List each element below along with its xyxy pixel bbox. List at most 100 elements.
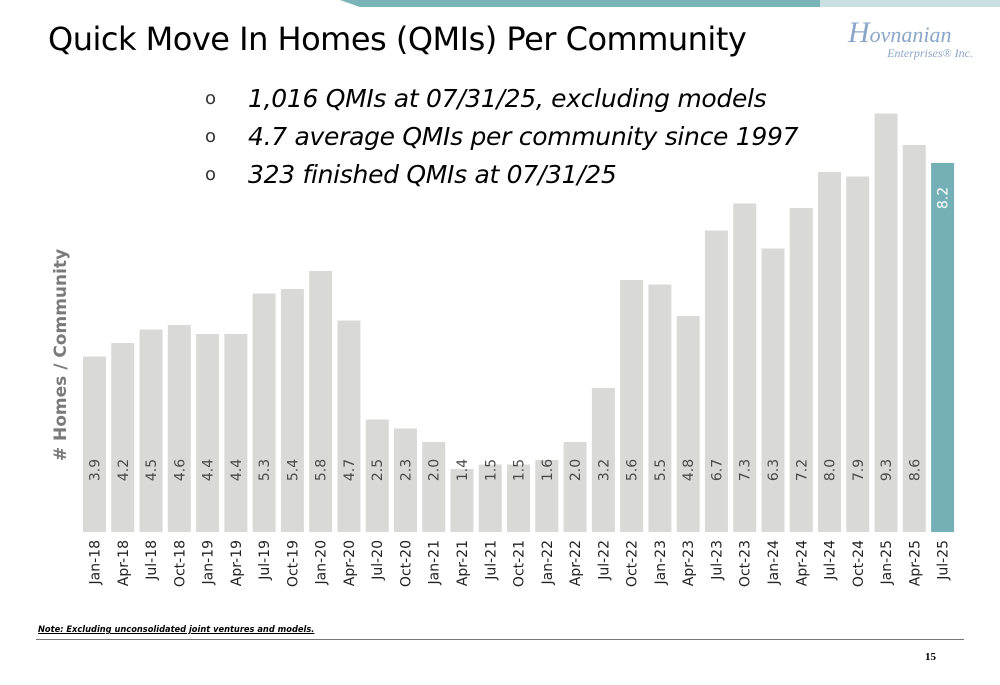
bar-jul-18 [139,329,163,532]
x-tick-labels-group: Jan-18 Apr-18 Jul-18 Oct-18 Jan-19 Apr-19 Jul-… [88,540,952,587]
key-stats-list: o 1,016 QMIs at 07/31/25, excluding model… [205,80,799,194]
x-tick-label: Jan-18 [88,540,104,585]
bar-jul-24 [818,172,842,532]
data-label: 1.5 [512,459,528,481]
data-label: 7.3 [738,459,754,481]
bar-apr-20 [337,320,361,532]
x-tick-label: Jan-19 [201,540,217,585]
data-label: 4.8 [681,459,697,481]
bar-oct-19 [280,289,304,532]
bar-apr-21 [450,469,474,532]
bar-jan-23 [648,284,672,532]
key-stat-item: o 4.7 average QMIs per community since 19… [205,118,799,156]
x-tick-label: Apr-21 [455,540,471,586]
x-tick-label: Oct-21 [512,540,528,587]
bar-apr-18 [111,343,135,532]
data-label: 4.6 [172,459,188,481]
data-labels-group: 3.9 4.2 4.5 4.6 4.4 4.4 5.3 5.4 5.8 4.7 2.5 2.3 2.0 1… [88,187,952,481]
data-label: 4.4 [201,459,217,481]
data-label: 4.2 [116,459,132,481]
data-label: 5.6 [625,459,641,481]
data-label: 9.3 [879,459,895,481]
top-accent-bar-light [820,0,1000,7]
company-logo: Hovnanian Enterprises® Inc. [848,16,973,62]
x-tick-label: Jul-22 [596,540,612,581]
x-tick-label: Jan-25 [879,540,895,585]
data-label: 1.5 [483,459,499,481]
x-tick-label: Oct-23 [738,540,754,587]
data-label: 5.4 [285,459,301,481]
data-label: 8.6 [907,459,923,481]
x-tick-label: Jul-25 [936,540,952,581]
x-tick-label: Oct-18 [172,540,188,587]
data-label: 6.7 [709,459,725,481]
data-label: 6.3 [766,459,782,481]
bar-jan-25 [874,113,898,532]
bar-jul-23 [704,230,728,532]
x-tick-label: Jul-19 [257,540,273,581]
x-tick-label: Apr-20 [342,540,358,586]
x-tick-label: Jan-23 [653,540,669,585]
bar-oct-22 [620,280,644,532]
bullet-circle-icon: o [205,126,216,147]
x-tick-label: Apr-23 [681,540,697,586]
data-label: 4.7 [342,459,358,481]
data-label: 5.3 [257,459,273,481]
bar-jul-21 [478,464,502,532]
logo-subtitle: Enterprises® Inc. [887,46,973,60]
bar-jan-18 [83,356,106,532]
bar-apr-22 [563,442,587,532]
bar-oct-20 [393,428,417,532]
key-stat-text: 4.7 average QMIs per community since 199… [248,122,799,151]
bar-jul-25 [931,163,955,532]
top-accent-bar [340,0,1000,7]
bars-group [83,113,955,532]
x-tick-label: Apr-22 [568,540,584,586]
bar-oct-24 [846,176,870,532]
x-tick-label: Jul-20 [370,540,386,581]
x-tick-label: Apr-25 [907,540,923,586]
x-tick-label: Jul-18 [144,540,160,581]
data-label: 2.3 [398,459,414,481]
logo-wordmark: Hovnanian [848,16,952,49]
data-label: 3.9 [88,459,104,481]
data-label: 2.5 [370,459,386,481]
bar-jan-21 [422,442,446,532]
x-tick-label: Jul-23 [709,540,725,581]
bar-apr-19 [224,334,248,532]
key-stat-text: 1,016 QMIs at 07/31/25, excluding models [248,84,767,113]
page-title: Quick Move In Homes (QMIs) Per Community [48,20,747,58]
bar-oct-23 [733,203,757,532]
bar-jul-22 [591,388,615,532]
data-label: 5.8 [314,459,330,481]
key-stat-item: o 1,016 QMIs at 07/31/25, excluding model… [205,80,798,118]
data-label: 2.0 [568,459,584,481]
bar-apr-24 [789,208,813,532]
data-label: 8.0 [823,459,839,481]
y-axis-label: # Homes / Community [51,249,71,461]
x-tick-label: Jul-24 [823,540,839,581]
bullet-circle-icon: o [205,164,216,185]
page-number: 15 [925,651,936,663]
bar-jul-19 [252,293,276,532]
x-tick-label: Apr-24 [794,540,810,586]
data-label: 8.2 [936,187,952,209]
bar-oct-18 [167,325,191,532]
bar-jan-20 [309,271,333,532]
key-stat-text: 323 finished QMIs at 07/31/25 [248,160,617,189]
key-stat-item: o 323 finished QMIs at 07/31/25 [205,156,798,194]
x-tick-label: Jan-24 [766,540,782,586]
data-label: 1.4 [455,459,471,481]
footnote: Note: Excluding unconsolidated joint ven… [38,625,315,635]
footer-divider [36,639,964,640]
bar-jan-19 [196,334,220,532]
data-label: 4.4 [229,459,245,481]
x-tick-label: Jan-21 [427,540,443,585]
x-tick-label: Oct-22 [625,540,641,587]
data-label: 1.6 [540,459,556,481]
bar-apr-23 [676,316,700,532]
data-label: 7.9 [851,459,867,481]
bar-jan-24 [761,248,785,532]
data-label: 7.2 [794,459,810,481]
